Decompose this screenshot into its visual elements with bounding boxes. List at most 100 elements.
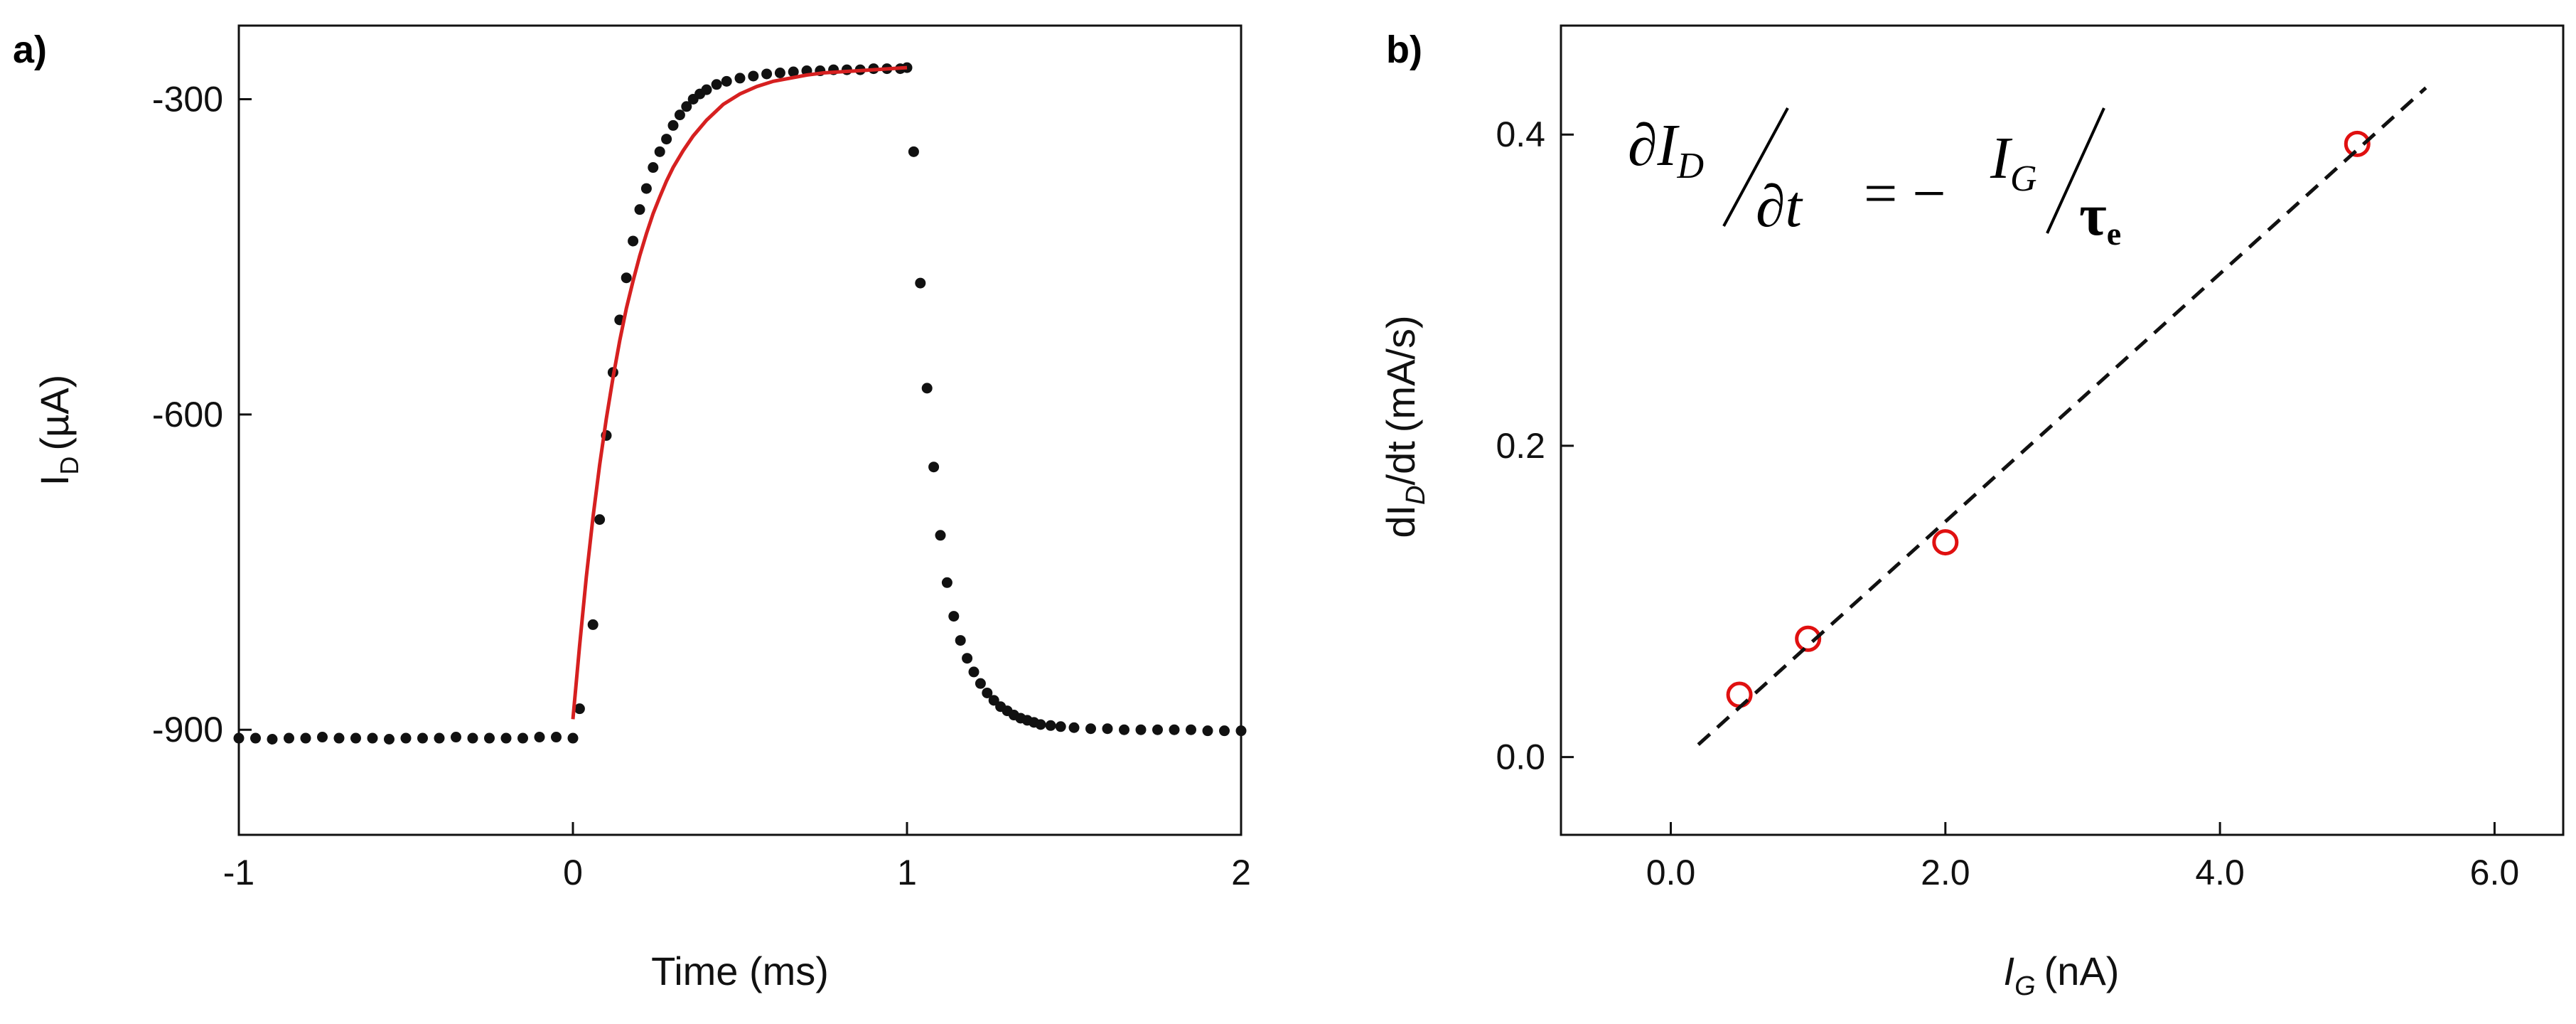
panel-a-data-point xyxy=(1055,721,1066,732)
panel-b-plot-frame xyxy=(1560,24,2565,836)
panel-a-data-point xyxy=(417,732,428,744)
panel-a-data-point xyxy=(1152,724,1163,735)
panel-a-data-point xyxy=(534,732,545,743)
panel-a-data-point xyxy=(915,277,926,289)
panel-b-x-axis-label-main: I xyxy=(2004,949,2015,993)
panel-a-data-point xyxy=(955,635,966,646)
panel-b-y-tick-label: 0.4 xyxy=(1496,114,1545,154)
equation-equals: = − xyxy=(1864,161,1946,227)
panel-a-y-axis-label-sub: D xyxy=(55,457,84,475)
panel-b-y-tick-label: 0.2 xyxy=(1496,426,1545,466)
panel-b-label: b) xyxy=(1386,28,1422,71)
panel-a-data-point xyxy=(233,732,245,744)
panel-a-data-point xyxy=(551,732,562,743)
panel-a-data-point xyxy=(567,732,579,744)
panel-a-data-point xyxy=(467,732,478,744)
equation-rhs-denominator: τe xyxy=(2079,182,2121,252)
panel-a-data-point xyxy=(761,68,773,80)
panel-a-data-point xyxy=(1102,723,1113,735)
panel-a-data-point xyxy=(734,73,746,84)
panel-a-data-point xyxy=(908,146,919,157)
panel-b-x-axis-label: IG (nA) xyxy=(2004,949,2120,1001)
panel-a-data-point xyxy=(788,66,799,78)
panel-a: a) -1 0 1 2 -300 -600 -900 Time (ms) ID (µA) xyxy=(13,24,1251,993)
panel-a-y-axis-label-unit: (µA) xyxy=(32,375,77,451)
panel-a-data-point xyxy=(250,732,261,744)
panel-b-series xyxy=(1697,86,2427,746)
panel-a-data-point xyxy=(962,653,973,664)
panel-a-data-point xyxy=(654,146,665,157)
panel-a-y-tick-label: -300 xyxy=(152,79,223,119)
panel-b-y-axis-label-unit: (mA/s) xyxy=(1378,315,1423,432)
panel-b-data-point xyxy=(2344,130,2371,157)
panel-a-y-tick-label: -600 xyxy=(152,395,223,434)
panel-b-x-axis-label-unit: (nA) xyxy=(2044,949,2120,993)
panel-a-data-point xyxy=(284,732,294,744)
panel-a-data-point xyxy=(935,530,946,541)
panel-a-data-point xyxy=(1186,724,1196,735)
panel-a-data-point xyxy=(968,666,980,678)
equation-denominator: ∂t xyxy=(1756,174,1804,240)
panel-b-y-tick-label: 0.0 xyxy=(1496,737,1545,777)
equation-fraction-slash-2 xyxy=(2046,107,2105,234)
panel-b-x-ticks: 0.0 2.0 4.0 6.0 xyxy=(1646,822,2519,892)
panel-a-data-point xyxy=(640,183,652,194)
panel-b-y-ticks: 0.0 0.2 0.4 xyxy=(1496,114,1574,777)
panel-a-data-point xyxy=(1068,722,1080,733)
panel-a-data-point xyxy=(648,162,659,174)
panel-a-data-point xyxy=(1035,719,1046,730)
panel-a-data-point xyxy=(982,687,993,698)
panel-b: b) 0.0 2.0 4.0 6.0 0.0 0.2 0.4 ∂ID ∂t = − IG … xyxy=(1378,24,2565,1001)
panel-a-data-point xyxy=(774,68,785,79)
panel-a-data-point xyxy=(317,732,328,743)
panel-a-data-point xyxy=(267,734,278,745)
panel-a-data-point xyxy=(921,383,933,394)
panel-a-data-point xyxy=(367,732,378,744)
panel-a-data-point xyxy=(1119,724,1129,735)
equation-numerator: ∂ID xyxy=(1628,112,1704,186)
panel-a-data-point xyxy=(1135,724,1147,735)
panel-a-data-point xyxy=(661,134,672,145)
panel-a-y-tick-label: -900 xyxy=(152,710,223,750)
panel-a-fit-line xyxy=(571,65,908,720)
panel-a-data-point xyxy=(941,577,952,588)
panel-a-y-ticks: -300 -600 -900 xyxy=(152,79,252,750)
panel-b-x-tick-label: 2.0 xyxy=(1921,853,1970,892)
panel-a-data-point xyxy=(1202,725,1213,737)
panel-a-x-tick-label: 2 xyxy=(1231,853,1251,892)
panel-a-data-point xyxy=(1085,723,1096,735)
panel-b-linear-fit-line xyxy=(1697,86,2427,746)
panel-a-data-point xyxy=(1045,720,1056,731)
panel-a-plot-frame xyxy=(237,24,1243,836)
panel-a-data-point xyxy=(711,79,722,90)
panel-b-y-axis-label-sub: D xyxy=(1401,485,1431,504)
panel-a-data-point xyxy=(1219,725,1230,737)
panel-a-data-point xyxy=(333,732,345,744)
panel-a-data-point xyxy=(1169,724,1180,735)
panel-a-data-point xyxy=(721,75,732,87)
panel-b-equation: ∂ID ∂t = − IG τe xyxy=(1628,107,2121,252)
panel-b-data-point xyxy=(1795,625,1822,652)
panel-a-y-axis-label: ID (µA) xyxy=(32,375,84,486)
panel-a-data-point xyxy=(988,695,999,706)
panel-b-x-tick-label: 4.0 xyxy=(2195,853,2245,892)
panel-a-x-axis-label: Time (ms) xyxy=(651,949,829,993)
panel-b-x-tick-label: 6.0 xyxy=(2470,853,2520,892)
panel-a-data-point xyxy=(517,732,528,744)
panel-b-data-point xyxy=(1726,681,1753,708)
panel-a-data-point xyxy=(634,204,645,215)
panel-a-data-point xyxy=(451,732,461,743)
panel-b-data-point xyxy=(1932,529,1959,556)
equation-rhs-numerator: IG xyxy=(1990,125,2037,199)
panel-a-x-tick-label: 1 xyxy=(897,853,917,892)
panel-a-x-ticks: -1 0 1 2 xyxy=(223,822,1251,892)
panel-a-data-point xyxy=(975,678,986,689)
panel-a-data-point xyxy=(674,110,685,121)
panel-a-label: a) xyxy=(13,28,47,71)
panel-a-data-point xyxy=(628,235,639,247)
panel-b-y-axis-label: dID/dt (mA/s) xyxy=(1378,315,1431,538)
panel-a-data-point xyxy=(587,619,599,630)
panel-a-data-point xyxy=(350,732,361,744)
panel-a-data-point xyxy=(928,462,940,473)
